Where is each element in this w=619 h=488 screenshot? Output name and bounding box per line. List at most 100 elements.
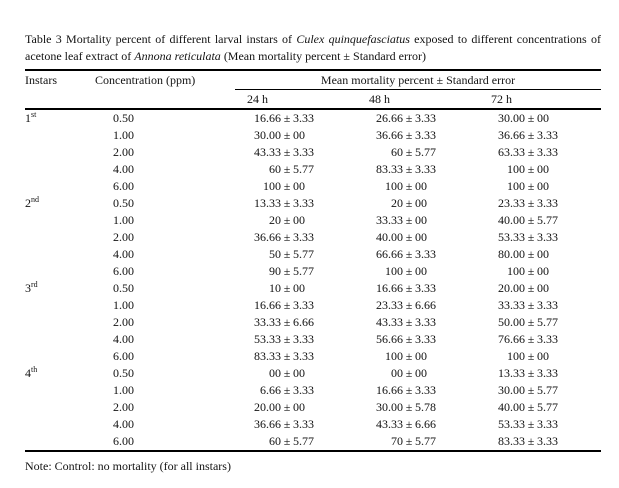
instar-ordinal-superscript: st	[31, 110, 37, 119]
mortality-value-part: ±	[527, 434, 535, 448]
instar-ordinal-superscript: nd	[31, 195, 39, 204]
table-caption: Table 3 Mortality percent of different l…	[25, 31, 601, 65]
mortality-value-part: 30.00	[254, 128, 281, 142]
mortality-value-part: 3.33	[415, 247, 436, 261]
mortality-value-part: 5.77	[415, 145, 436, 159]
mortality-value-part: 00	[415, 196, 427, 210]
mortality-value-part: 40.00	[498, 400, 525, 414]
column-header-span-mortality: Mean mortality percent ± Standard error	[235, 71, 601, 90]
mortality-value-part: 16.66	[376, 383, 403, 397]
cell-concentration: 6.00	[113, 179, 134, 193]
cell-mortality-24h: 00 ±00	[235, 365, 357, 382]
mortality-value-part: ±	[527, 162, 535, 176]
mortality-value-part: 3.33	[537, 196, 558, 210]
mortality-value-part: 3.33	[415, 315, 436, 329]
cell-mortality-48h: 56.66 ±3.33	[357, 331, 479, 348]
mortality-value-part: ±	[527, 298, 535, 312]
cell-mortality-24h: 13.33 ±3.33	[235, 195, 357, 212]
mortality-value-part: ±	[527, 417, 535, 431]
column-header-72h: 72 h	[491, 92, 512, 106]
mortality-value-part: ±	[527, 179, 535, 193]
mortality-value-part: 53.33	[254, 332, 281, 346]
mortality-value-part: 5.77	[537, 383, 558, 397]
cell-instar	[25, 297, 95, 314]
cell-instar: 1st	[25, 110, 95, 127]
cell-mortality-48h: 100 ±00	[357, 263, 479, 280]
mortality-value-part: ±	[527, 111, 535, 125]
mortality-value-part: 3.33	[293, 230, 314, 244]
mortality-value-part: 83.33	[376, 162, 403, 176]
mortality-value-part: 3.33	[537, 366, 558, 380]
mortality-value-part: 16.66	[376, 281, 403, 295]
cell-mortality-24h: 36.66 ±3.33	[235, 416, 357, 433]
table-body: 1st 0.50 16.66 ±3.33 26.66 ±3.33 30.00 ±00 …	[25, 110, 601, 450]
mortality-value-part: ±	[527, 213, 535, 227]
mortality-value-part: ±	[283, 162, 291, 176]
mortality-value-part: ±	[405, 128, 413, 142]
mortality-value-part: ±	[405, 196, 413, 210]
mortality-value-part: ±	[527, 383, 535, 397]
mortality-value-part: ±	[283, 298, 291, 312]
mortality-value-part: 5.77	[537, 213, 558, 227]
cell-mortality-48h: 66.66 ±3.33	[357, 246, 479, 263]
cell-mortality-72h: 80.00 ±00	[479, 246, 601, 263]
mortality-value-part: 100	[507, 179, 525, 193]
mortality-value-part: 33.33	[376, 213, 403, 227]
cell-mortality-24h: 90 ±5.77	[235, 263, 357, 280]
mortality-value-part: 20	[391, 196, 403, 210]
mortality-value-part: 00	[537, 247, 549, 261]
mortality-value-part: 3.33	[293, 349, 314, 363]
mortality-value-part: 00	[415, 349, 427, 363]
cell-mortality-48h: 40.00 ±00	[357, 229, 479, 246]
mortality-value-part: ±	[527, 196, 535, 210]
mortality-value-part: 100	[507, 162, 525, 176]
mortality-value-part: 5.77	[293, 247, 314, 261]
mortality-value-part: 43.33	[376, 417, 403, 431]
mortality-value-part: 6.66	[415, 298, 436, 312]
mortality-value-part: 00	[537, 281, 549, 295]
table-row: 4.00 50 ±5.77 66.66 ±3.33 80.00 ±00	[25, 246, 601, 263]
cell-concentration: 0.50	[113, 111, 134, 125]
table-row: 4.00 53.33 ±3.33 56.66 ±3.33 76.66 ±3.33	[25, 331, 601, 348]
mortality-value-part: 33.33	[254, 315, 281, 329]
mortality-value-part: 100	[385, 264, 403, 278]
cell-instar	[25, 433, 95, 450]
mortality-value-part: 70	[391, 434, 403, 448]
mortality-value-part: 3.33	[293, 111, 314, 125]
mortality-value-part: ±	[283, 400, 291, 414]
mortality-value-part: 00	[537, 179, 549, 193]
cell-instar	[25, 348, 95, 365]
mortality-value-part: ±	[283, 179, 291, 193]
mortality-value-part: 00	[391, 366, 403, 380]
mortality-value-part: ±	[283, 213, 291, 227]
table-row: 2.00 20.00 ±00 30.00 ±5.78 40.00 ±5.77	[25, 399, 601, 416]
instar-ordinal-superscript: rd	[31, 280, 38, 289]
mortality-value-part: 30.00	[498, 383, 525, 397]
mortality-value-part: 30.00	[498, 111, 525, 125]
header-spacer	[25, 90, 95, 108]
cell-mortality-72h: 13.33 ±3.33	[479, 365, 601, 382]
mortality-value-part: 60	[391, 145, 403, 159]
table-row: 1.00 16.66 ±3.33 23.33 ±6.66 33.33 ±3.33	[25, 297, 601, 314]
cell-mortality-24h: 16.66 ±3.33	[235, 110, 357, 127]
header-row-main: Instars Concentration (ppm) Mean mortali…	[25, 71, 601, 90]
instar-number: 3	[25, 281, 31, 295]
cell-mortality-72h: 100 ±00	[479, 263, 601, 280]
cell-mortality-24h: 36.66 ±3.33	[235, 229, 357, 246]
cell-concentration: 2.00	[113, 230, 134, 244]
table-row: 6.00 60 ±5.77 70 ±5.77 83.33 ±3.33	[25, 433, 601, 450]
cell-mortality-24h: 100 ±00	[235, 178, 357, 195]
mortality-value-part: 33.33	[498, 298, 525, 312]
table-block: Table 3 Mortality percent of different l…	[25, 31, 601, 473]
mortality-value-part: ±	[283, 247, 291, 261]
mortality-value-part: 3.33	[293, 383, 314, 397]
mortality-value-part: 3.33	[537, 145, 558, 159]
mortality-value-part: ±	[283, 128, 291, 142]
cell-mortality-24h: 50 ±5.77	[235, 246, 357, 263]
mortality-value-part: 50.00	[498, 315, 525, 329]
mortality-value-part: ±	[527, 230, 535, 244]
mortality-value-part: 26.66	[376, 111, 403, 125]
mortality-value-part: 3.33	[415, 111, 436, 125]
mortality-value-part: 20.00	[498, 281, 525, 295]
